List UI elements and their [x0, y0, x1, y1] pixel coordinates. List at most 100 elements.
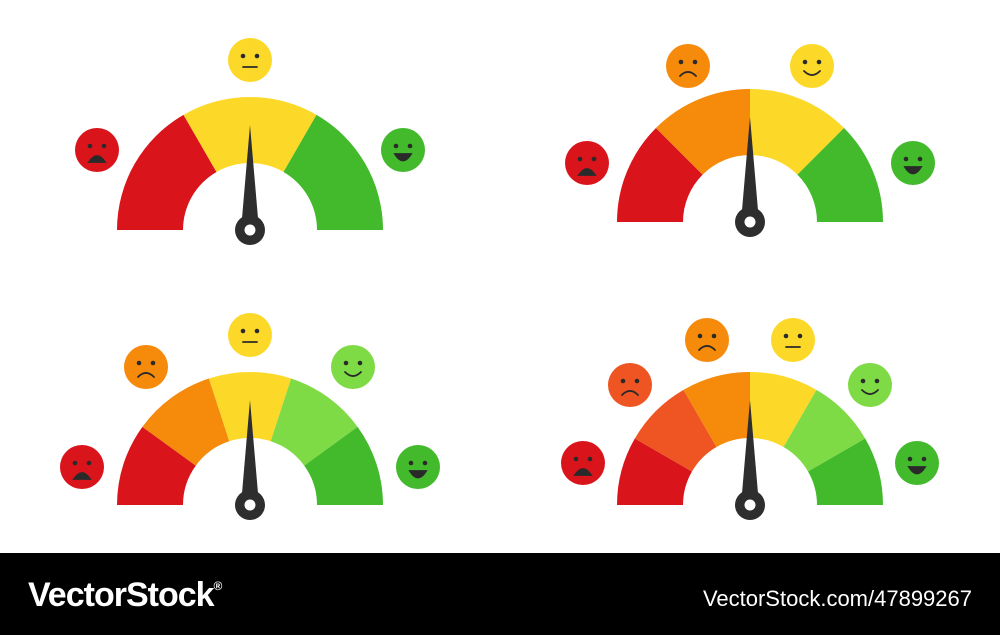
brand-name: VectorStock — [28, 576, 215, 614]
emoji-face — [891, 141, 935, 185]
face — [124, 345, 168, 389]
eye — [408, 460, 414, 466]
footer-bar — [0, 553, 1000, 635]
emoji-face — [396, 445, 440, 489]
mouth — [87, 155, 107, 163]
eye — [874, 378, 880, 384]
eye — [921, 456, 927, 462]
face — [666, 44, 710, 88]
emoji-face — [848, 363, 892, 407]
gauge — [561, 318, 939, 520]
emoji-face — [790, 44, 834, 88]
emoji-face — [60, 445, 104, 489]
gauge-segment — [617, 438, 692, 505]
brand: VectorStock® — [28, 576, 223, 614]
needle-pin — [244, 499, 256, 511]
gauge — [565, 44, 935, 237]
emoji-face — [608, 363, 652, 407]
face — [228, 38, 272, 82]
mouth — [573, 468, 593, 476]
gauge-segment — [797, 127, 883, 222]
eye — [577, 156, 583, 162]
eye — [343, 360, 349, 366]
face — [790, 44, 834, 88]
eye — [860, 378, 866, 384]
eye — [573, 456, 579, 462]
gauge-segment — [270, 378, 358, 466]
face — [608, 363, 652, 407]
emoji-face — [228, 313, 272, 357]
eye — [240, 328, 246, 334]
gauge-segment — [808, 438, 883, 505]
eye — [797, 333, 803, 339]
emoji-face — [75, 128, 119, 172]
eye — [783, 333, 789, 339]
eye — [917, 156, 923, 162]
mouth — [393, 153, 413, 162]
needle — [241, 400, 259, 505]
mouth — [621, 390, 639, 396]
face — [396, 445, 440, 489]
eye — [816, 59, 822, 65]
eye — [254, 328, 260, 334]
face — [228, 313, 272, 357]
needle-pin — [244, 224, 256, 236]
gauge-segment — [750, 89, 845, 175]
mouth — [72, 472, 92, 480]
mouth — [679, 71, 697, 77]
eye — [697, 333, 703, 339]
eye — [136, 360, 142, 366]
emoji-face — [124, 345, 168, 389]
face — [75, 128, 119, 172]
eye — [150, 360, 156, 366]
emoji-face — [381, 128, 425, 172]
eye — [620, 378, 626, 384]
gauge-segment — [283, 114, 383, 230]
image-id: VectorStock.com/47899267 — [703, 586, 972, 611]
eye — [101, 143, 107, 149]
gauge-segment — [304, 426, 384, 505]
mouth — [137, 372, 155, 378]
gauge — [75, 38, 425, 245]
needle — [241, 125, 259, 230]
gauge-segment — [783, 389, 866, 472]
face — [561, 441, 605, 485]
face — [891, 141, 935, 185]
mouth — [907, 466, 927, 475]
gauge-segment — [617, 127, 703, 222]
needle-pin — [744, 216, 756, 228]
gauges — [60, 38, 939, 520]
eye — [692, 59, 698, 65]
eye — [591, 156, 597, 162]
emoji-face — [561, 441, 605, 485]
eye — [72, 460, 78, 466]
eye — [407, 143, 413, 149]
eye — [393, 143, 399, 149]
gauge-segment — [683, 372, 750, 447]
emoji-face — [771, 318, 815, 362]
face — [771, 318, 815, 362]
face — [848, 363, 892, 407]
mouth — [698, 345, 716, 351]
eye — [903, 156, 909, 162]
eye — [587, 456, 593, 462]
face — [565, 141, 609, 185]
eye — [240, 53, 246, 59]
needle — [741, 400, 759, 505]
eye — [254, 53, 260, 59]
emoji-face — [895, 441, 939, 485]
eye — [907, 456, 913, 462]
face — [60, 445, 104, 489]
mouth — [577, 168, 597, 176]
registered-mark: ® — [214, 579, 223, 593]
emoji-face — [331, 345, 375, 389]
face — [331, 345, 375, 389]
eye — [802, 59, 808, 65]
gauge-segment — [634, 389, 717, 472]
eye — [86, 460, 92, 466]
eye — [87, 143, 93, 149]
needle — [741, 117, 759, 222]
face — [381, 128, 425, 172]
eye — [711, 333, 717, 339]
